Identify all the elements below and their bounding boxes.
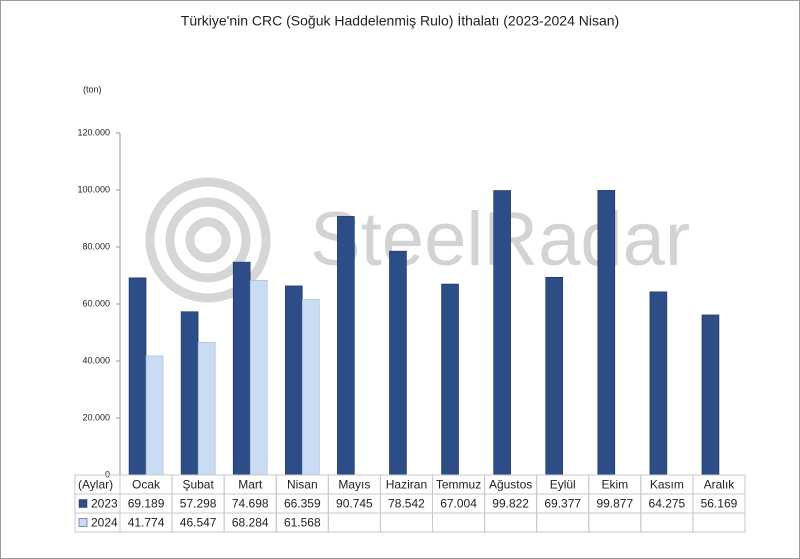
data-label: 57.298 [180,497,217,511]
bar [128,277,147,476]
legend-label: 2024 [91,516,118,530]
x-tick-label: Nisan [287,478,318,492]
bar [493,190,511,476]
legend-label: 2023 [91,497,118,511]
bar [337,216,355,476]
bar [389,250,407,476]
bar [284,285,303,476]
y-tick-label: 80.000 [82,241,110,251]
bar [701,314,720,476]
x-axis-label: (Aylar) [78,478,113,492]
x-tick-label: Aralık [704,478,736,492]
data-label: 69.377 [544,497,581,511]
data-label: 46.547 [180,516,217,530]
bar [249,280,268,476]
x-tick-label: Ocak [132,478,161,492]
chart-title: Türkiye'nin CRC (Soğuk Haddelenmiş Rulo)… [181,12,619,29]
data-label: 66.359 [284,497,321,511]
bar [441,283,459,476]
x-tick-label: Eylül [550,478,576,492]
bar [597,190,616,476]
bar [180,311,199,476]
x-tick-label: Ekim [601,478,628,492]
y-tick-label: 60.000 [82,298,110,308]
data-label: 78.542 [388,497,425,511]
y-unit: (ton) [83,84,102,94]
data-label: 56.169 [701,497,738,511]
y-tick-label: 40.000 [82,355,110,365]
y-tick-label: 100.000 [77,184,110,194]
table-cell [692,512,746,533]
x-tick-label: Mart [238,478,263,492]
y-tick-label: 20.000 [82,412,110,422]
watermark-logo [145,177,271,303]
x-tick-label: Temmuz [436,478,481,492]
x-tick-label: Mayıs [338,478,370,492]
bar [545,276,564,476]
bar [301,299,320,476]
legend-swatch [78,518,88,527]
data-label: 99.822 [492,497,529,511]
bar [145,355,164,476]
data-label: 41.774 [128,516,165,530]
bar [197,342,216,476]
data-label: 68.284 [232,516,269,530]
x-tick-label: Kasım [650,478,684,492]
data-label: 64.275 [649,497,686,511]
y-tick-label: 0 [105,469,110,479]
data-label: 99.877 [596,497,633,511]
data-label: 61.568 [284,516,321,530]
x-tick-label: Ağustos [489,478,532,492]
y-tick-label: 120.000 [77,127,110,137]
legend-swatch [78,499,88,508]
data-label: 90.745 [336,497,373,511]
bar [649,291,668,476]
x-tick-label: Haziran [386,478,427,492]
data-label: 67.004 [440,497,477,511]
data-label: 69.189 [128,497,165,511]
bar [232,261,251,476]
x-tick-label: Şubat [182,478,214,492]
data-label: 74.698 [232,497,269,511]
